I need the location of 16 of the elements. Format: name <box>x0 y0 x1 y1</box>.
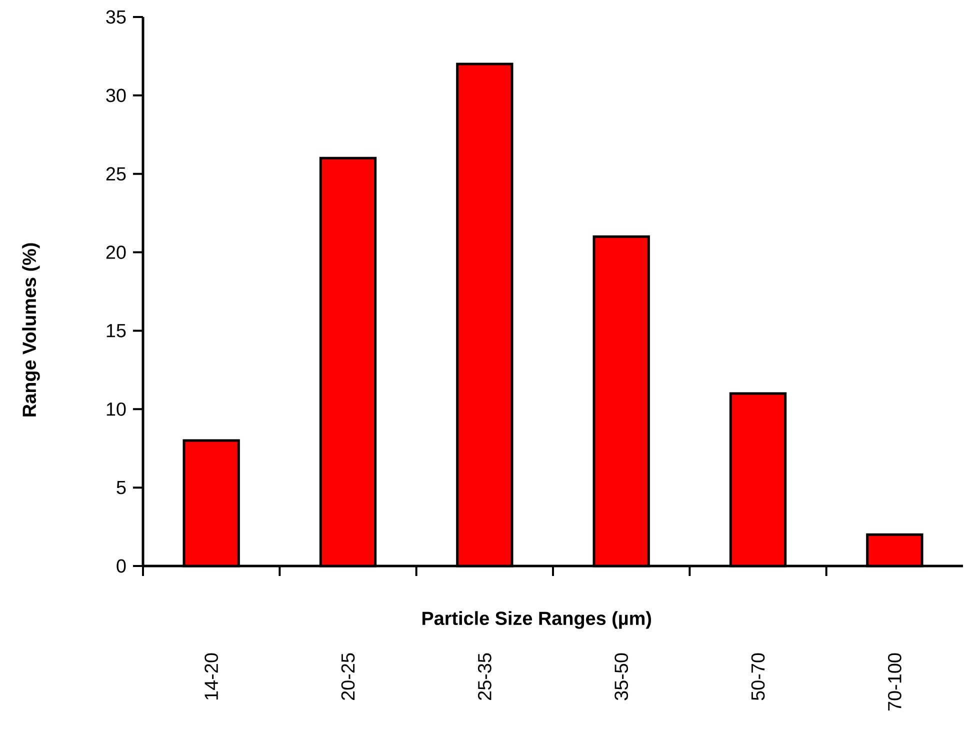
y-tick-label: 5 <box>116 480 126 494</box>
y-tick-label: 35 <box>106 10 126 24</box>
x-tick-label: 25-35 <box>478 653 492 700</box>
y-tick-label: 25 <box>106 167 126 181</box>
x-tick-label: 20-25 <box>341 653 355 700</box>
y-tick-label: 0 <box>116 559 126 573</box>
x-tick-label: 50-70 <box>751 653 765 700</box>
x-tick-label: 14-20 <box>204 653 218 700</box>
y-tick-label: 15 <box>106 324 126 338</box>
y-tick-label: 30 <box>106 88 126 102</box>
x-tick-label: 35-50 <box>614 653 628 700</box>
y-tick-label: 20 <box>106 246 126 259</box>
y-axis-title: Range Volumes (%) <box>22 243 40 416</box>
y-tick-label: 10 <box>106 402 126 416</box>
x-tick-label: 70-100 <box>888 653 902 710</box>
x-axis-title: Particle Size Ranges (µm) <box>422 611 652 629</box>
